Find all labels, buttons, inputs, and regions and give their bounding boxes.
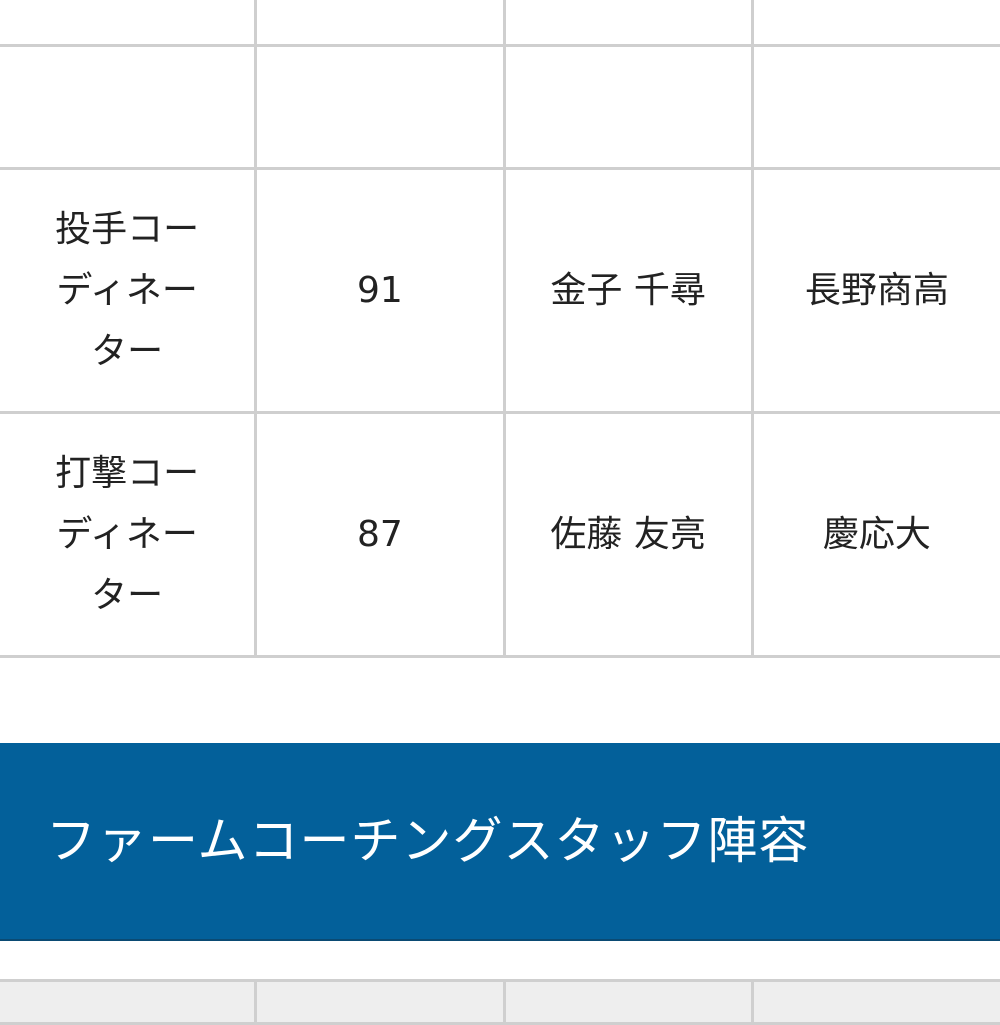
role-cell: 投手コーディネーター: [0, 167, 258, 414]
name-cell: 佐藤 友亮: [502, 411, 754, 658]
table-row: 投手コーディネーター 91 金子 千尋 長野商高: [0, 167, 1000, 414]
number-cell: [254, 0, 506, 47]
header-cell: [750, 979, 1000, 1025]
number-cell: 87: [254, 411, 506, 658]
section-header: ファームコーチングスタッフ陣容: [0, 743, 1000, 941]
school-cell: 慶応大: [750, 411, 1000, 658]
header-cell: [254, 979, 506, 1025]
table-row: [0, 44, 1000, 170]
farm-staff-table: [0, 979, 1000, 1025]
name-cell: [502, 44, 754, 170]
section-title: ファームコーチングスタッフ陣容: [46, 812, 810, 870]
role-cell: [0, 44, 258, 170]
table-header-row: [0, 979, 1000, 1025]
number-cell: [254, 44, 506, 170]
table-row: 打撃コーディネーター 87 佐藤 友亮 慶応大: [0, 411, 1000, 658]
role-cell: 打撃コーディネーター: [0, 411, 258, 658]
role-cell: [0, 0, 258, 47]
school-cell: [750, 0, 1000, 47]
table-row: [0, 0, 1000, 47]
school-cell: [750, 44, 1000, 170]
header-cell: [0, 979, 258, 1025]
name-cell: 金子 千尋: [502, 167, 754, 414]
school-cell: 長野商高: [750, 167, 1000, 414]
header-cell: [502, 979, 754, 1025]
coaching-staff-table: 投手コーディネーター 91 金子 千尋 長野商高 打撃コーディネーター 87 佐…: [0, 0, 1000, 658]
number-cell: 91: [254, 167, 506, 414]
name-cell: [502, 0, 754, 47]
